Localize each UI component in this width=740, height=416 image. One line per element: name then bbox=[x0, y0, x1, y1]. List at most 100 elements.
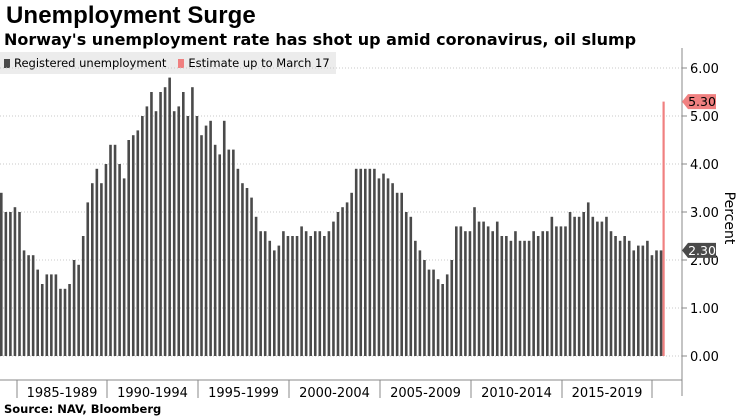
bar-registered bbox=[555, 226, 558, 356]
bar-registered bbox=[336, 212, 340, 356]
x-tick-label: 1985-1989 bbox=[27, 386, 98, 401]
bar-registered bbox=[4, 212, 8, 356]
bar-registered bbox=[127, 140, 130, 356]
bar-registered bbox=[268, 240, 272, 356]
bar-registered bbox=[332, 221, 335, 356]
bar-registered bbox=[254, 216, 258, 356]
bar-registered bbox=[418, 250, 422, 356]
bar-registered bbox=[0, 192, 3, 356]
bar-registered bbox=[273, 250, 276, 356]
bar-registered bbox=[527, 240, 531, 356]
bar-registered bbox=[222, 120, 226, 356]
bar-registered bbox=[468, 231, 472, 356]
legend-swatch-estimate bbox=[178, 58, 185, 68]
bar-registered bbox=[118, 164, 121, 356]
bar-registered bbox=[505, 236, 508, 356]
bar-registered bbox=[113, 144, 117, 356]
bar-registered bbox=[323, 236, 326, 356]
bar-registered bbox=[13, 207, 17, 356]
bar-registered bbox=[500, 236, 504, 356]
bar-registered bbox=[368, 168, 372, 356]
bar-registered bbox=[432, 269, 435, 356]
bar-registered bbox=[541, 231, 545, 356]
legend-item-registered: Registered unemployment bbox=[4, 56, 166, 70]
bar-registered bbox=[232, 149, 235, 356]
legend-swatch-registered bbox=[4, 58, 10, 68]
bar-registered bbox=[568, 212, 572, 356]
bar-registered bbox=[109, 144, 112, 356]
bar-registered bbox=[459, 226, 463, 356]
y-tick-label: 3.00 bbox=[690, 206, 719, 221]
bar-registered bbox=[641, 245, 645, 356]
x-tick-label: 2015-2019 bbox=[572, 386, 643, 401]
bar-registered bbox=[63, 288, 67, 356]
bar-registered bbox=[191, 87, 194, 356]
bar-registered bbox=[250, 197, 253, 356]
bar-registered bbox=[550, 216, 554, 356]
bar-registered bbox=[100, 183, 103, 356]
bar-registered bbox=[350, 192, 353, 356]
estimate-callout-shape bbox=[682, 94, 716, 110]
bar-registered bbox=[455, 226, 458, 356]
bar-registered bbox=[659, 250, 663, 356]
bar-registered bbox=[637, 245, 640, 356]
bar-registered bbox=[473, 207, 476, 356]
bar-registered bbox=[377, 178, 381, 356]
bar-registered bbox=[95, 168, 99, 356]
bar-registered bbox=[286, 236, 290, 356]
bar-registered bbox=[68, 284, 71, 356]
bar-registered bbox=[104, 164, 108, 356]
bar-registered bbox=[441, 284, 444, 356]
bar-registered bbox=[59, 288, 62, 356]
bar-registered bbox=[364, 168, 367, 356]
bar-registered bbox=[354, 168, 358, 356]
bar-registered bbox=[509, 240, 513, 356]
x-tick-label: 1990-1994 bbox=[117, 386, 188, 401]
bar-registered bbox=[514, 231, 517, 356]
bar-registered bbox=[45, 274, 49, 356]
bar-registered bbox=[373, 168, 376, 356]
bar-registered bbox=[163, 87, 167, 356]
bar-registered bbox=[318, 231, 322, 356]
x-tick-label: 2005-2009 bbox=[390, 386, 461, 401]
bar-registered bbox=[409, 216, 413, 356]
bar-registered bbox=[122, 178, 126, 356]
bar-registered bbox=[532, 231, 535, 356]
bar-registered bbox=[40, 284, 44, 356]
latest-callout: 2.30 bbox=[682, 242, 716, 258]
legend-item-estimate: Estimate up to March 17 bbox=[178, 56, 330, 70]
bar-registered bbox=[477, 221, 481, 356]
bar-registered bbox=[436, 279, 440, 356]
bar-registered bbox=[445, 274, 449, 356]
bar-registered bbox=[209, 120, 212, 356]
bar-estimate bbox=[662, 101, 665, 356]
bar-registered bbox=[627, 240, 631, 356]
bar-registered bbox=[386, 178, 390, 356]
bar-registered bbox=[263, 231, 267, 356]
bar-registered bbox=[91, 183, 94, 356]
bar-registered bbox=[72, 260, 76, 356]
bar-registered bbox=[241, 183, 244, 356]
bar-registered bbox=[655, 250, 658, 356]
bar-registered bbox=[345, 202, 349, 356]
bar-registered bbox=[605, 216, 608, 356]
bar-registered bbox=[614, 236, 617, 356]
latest-callout-shape bbox=[682, 242, 716, 258]
bar-registered bbox=[632, 250, 636, 356]
bar-registered bbox=[31, 255, 35, 356]
bar-registered bbox=[518, 240, 522, 356]
bar-registered bbox=[186, 116, 190, 356]
bar-registered bbox=[564, 226, 567, 356]
bar-registered bbox=[27, 255, 30, 356]
bar-registered bbox=[573, 216, 576, 356]
value-callouts: 5.30 2.30 bbox=[682, 94, 716, 258]
bar-registered bbox=[282, 231, 285, 356]
bar-registered bbox=[650, 255, 654, 356]
bar-registered bbox=[236, 168, 240, 356]
bar-registered bbox=[309, 236, 312, 356]
bar-registered bbox=[204, 125, 208, 356]
bar-registered bbox=[486, 226, 490, 356]
bar-registered bbox=[136, 130, 140, 356]
bar-registered bbox=[464, 231, 467, 356]
